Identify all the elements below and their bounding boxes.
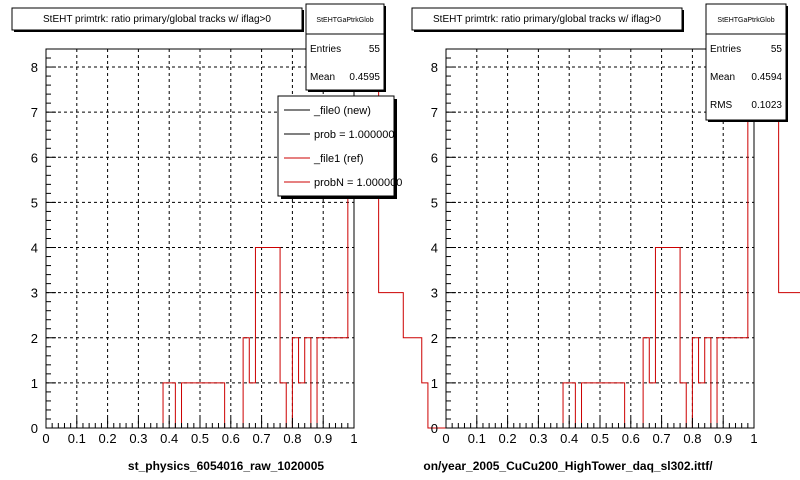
stats-name: StEHTGaPtrkGlob — [717, 17, 774, 24]
x-tick-label: 0 — [442, 431, 449, 446]
stats-mean-label: Mean — [710, 72, 735, 83]
y-tick-label: 5 — [431, 195, 438, 210]
legend-entry-label: _file1 (ref) — [313, 153, 364, 165]
y-tick-label: 6 — [431, 150, 438, 165]
histogram-panel-2: 0 0.1 0.2 0.3 0.4 0.5 0.6 0.7 0.8 0.9 1 0 1 2 3 4 5 6 7 8 on… — [423, 48, 800, 473]
x-tick-label: 0.1 — [468, 431, 486, 446]
title-box-1: StEHT primtrk: ratio primary/global trac… — [11, 7, 304, 32]
stats-rms-label: RMS — [710, 100, 733, 111]
stats-name: StEHTGaPtrkGlob — [316, 17, 373, 24]
y-tick-label: 1 — [431, 376, 438, 391]
x-tick-label: 0.8 — [683, 431, 701, 446]
y-tick-label: 1 — [31, 376, 38, 391]
stats-entries-value: 55 — [771, 44, 783, 55]
stats-mean-value: 0.4594 — [751, 72, 782, 83]
y-tick-label: 8 — [431, 60, 438, 75]
y-tick-label: 5 — [31, 195, 38, 210]
legend-entry-label: _file0 (new) — [313, 105, 371, 117]
x-tick-label: 0.2 — [499, 431, 517, 446]
legend-entry-label: prob = 1.000000 — [314, 129, 394, 141]
stats-box-1: StEHTGaPtrkGlob Entries 55 Mean 0.4595 — [305, 3, 386, 92]
plot-area — [446, 49, 754, 428]
stats-box-frame — [705, 3, 787, 121]
title-box-2: StEHT primtrk: ratio primary/global trac… — [411, 7, 684, 32]
y-tick-label: 3 — [431, 286, 438, 301]
x-axis-title: on/year_2005_CuCu200_HighTower_daq_sl302… — [423, 459, 713, 473]
y-tick-label: 4 — [31, 241, 38, 256]
stats-entries-label: Entries — [310, 44, 341, 55]
x-tick-label: 0.7 — [653, 431, 671, 446]
stats-entries-value: 55 — [369, 44, 381, 55]
x-tick-label: 0.6 — [222, 431, 240, 446]
y-tick-label: 3 — [31, 286, 38, 301]
stats-mean-value: 0.4595 — [349, 72, 380, 83]
stats-box-frame — [305, 3, 385, 91]
x-tick-label: 0.4 — [560, 431, 578, 446]
x-tick-label: 0.7 — [253, 431, 271, 446]
y-tick-label: 2 — [431, 331, 438, 346]
y-tick-label: 6 — [31, 150, 38, 165]
x-tick-label: 1 — [350, 431, 357, 446]
x-tick-label: 0.3 — [529, 431, 547, 446]
histogram-panel-1: 0 0.1 0.2 0.3 0.4 0.5 0.6 0.7 0.8 0.9 1 0 1 2 3 4 5 6 7 8 st… — [31, 48, 478, 473]
y-tick-label: 4 — [431, 241, 438, 256]
x-tick-label: 0.6 — [622, 431, 640, 446]
stats-mean-label: Mean — [310, 72, 335, 83]
y-tick-label: 2 — [31, 331, 38, 346]
stats-entries-label: Entries — [710, 44, 741, 55]
stats-rms-value: 0.1023 — [751, 100, 782, 111]
x-tick-label: 0.9 — [314, 431, 332, 446]
y-tick-label: 8 — [31, 60, 38, 75]
legend-frame — [277, 95, 395, 197]
x-tick-label: 0.4 — [160, 431, 178, 446]
y-tick-label: 0 — [31, 421, 38, 436]
x-tick-label: 0.9 — [714, 431, 732, 446]
legend-box: _file0 (new) prob = 1.000000 _file1 (ref) p… — [277, 95, 402, 199]
x-tick-label: 0.3 — [129, 431, 147, 446]
x-tick-label: 0.5 — [191, 431, 209, 446]
x-tick-label: 1 — [750, 431, 757, 446]
title-box-frame — [411, 7, 683, 31]
x-axis-title: st_physics_6054016_raw_1020005 — [128, 459, 324, 473]
y-tick-label: 0 — [431, 421, 438, 436]
chart-title: StEHT primtrk: ratio primary/global trac… — [433, 14, 661, 25]
y-tick-label: 7 — [431, 105, 438, 120]
x-tick-label: 0.5 — [591, 431, 609, 446]
x-tick-label: 0.1 — [68, 431, 86, 446]
x-tick-label: 0.8 — [283, 431, 301, 446]
chart-title: StEHT primtrk: ratio primary/global trac… — [43, 14, 271, 25]
x-tick-label: 0.2 — [99, 431, 117, 446]
title-box-frame — [11, 7, 303, 31]
y-tick-label: 7 — [31, 105, 38, 120]
x-tick-label: 0 — [42, 431, 49, 446]
stats-box-2: StEHTGaPtrkGlob Entries 55 Mean 0.4594 RMS 0.1… — [705, 3, 788, 122]
legend-entry-label: probN = 1.000000 — [314, 177, 402, 189]
